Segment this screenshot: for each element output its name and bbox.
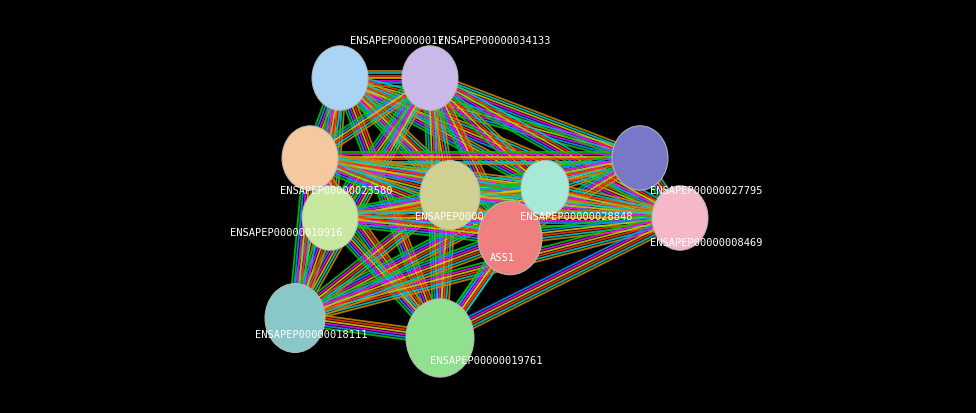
Text: ENSAPEP00000027795: ENSAPEP00000027795 [650, 186, 762, 196]
Ellipse shape [282, 126, 338, 190]
Ellipse shape [406, 299, 474, 377]
Ellipse shape [478, 201, 542, 275]
Text: ENSAPEP00000010916: ENSAPEP00000010916 [230, 228, 343, 238]
Ellipse shape [521, 160, 569, 216]
Ellipse shape [265, 283, 325, 353]
Text: ENSAPEP00000008469: ENSAPEP00000008469 [650, 238, 762, 248]
Ellipse shape [612, 126, 668, 190]
Text: ENSAPEP00000017: ENSAPEP00000017 [350, 36, 444, 46]
Text: ENSAPEP00000023580: ENSAPEP00000023580 [280, 186, 392, 196]
Text: ASS1: ASS1 [490, 253, 515, 263]
Text: ENSAPEP00000034133: ENSAPEP00000034133 [438, 36, 550, 46]
Ellipse shape [420, 161, 480, 230]
Ellipse shape [302, 186, 358, 250]
Text: ENSAPEP00000028848: ENSAPEP00000028848 [520, 212, 632, 222]
Text: ENSAPEP0000: ENSAPEP0000 [415, 212, 484, 222]
Ellipse shape [312, 46, 368, 110]
Ellipse shape [652, 186, 708, 250]
Text: ENSAPEP00000019761: ENSAPEP00000019761 [430, 356, 543, 366]
Ellipse shape [402, 46, 458, 110]
Text: ENSAPEP00000018111: ENSAPEP00000018111 [255, 330, 368, 340]
